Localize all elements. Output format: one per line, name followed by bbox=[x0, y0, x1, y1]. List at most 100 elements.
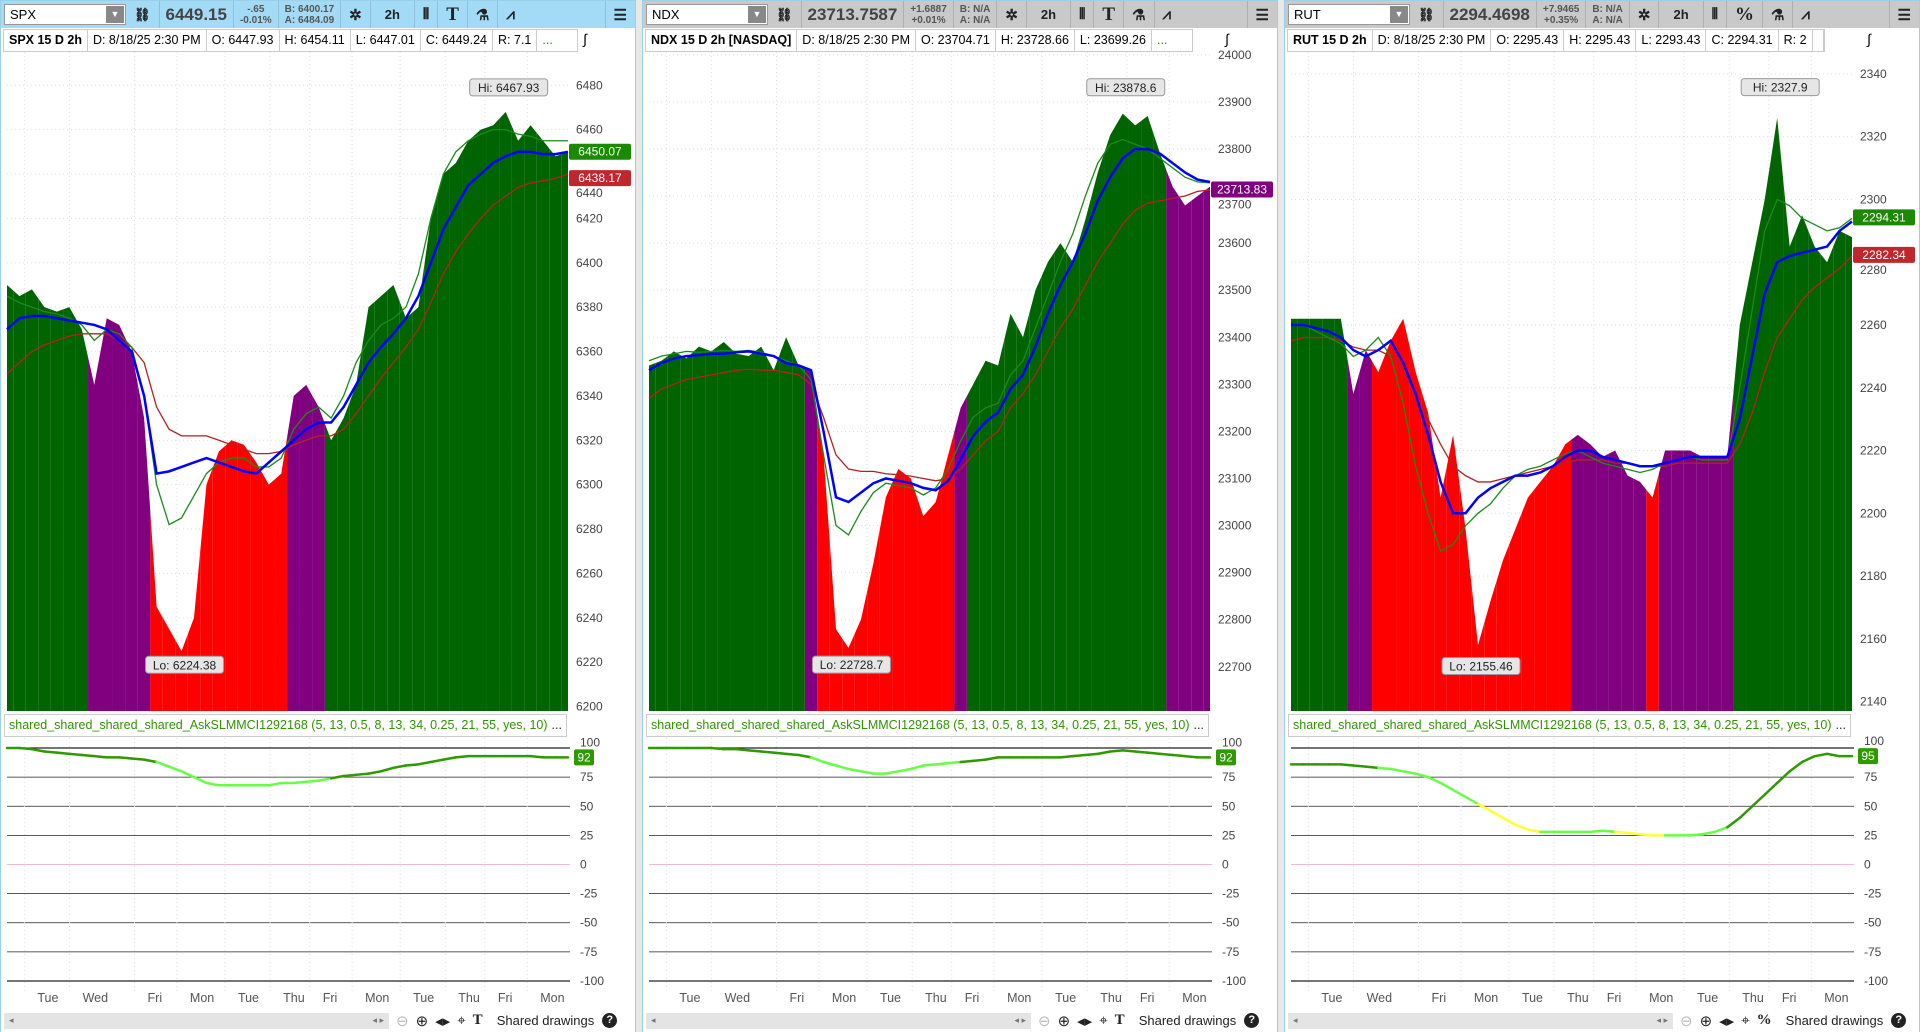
indicator-menu[interactable]: ... bbox=[1835, 718, 1846, 732]
shared-drawings-button[interactable]: Shared drawings bbox=[1785, 1013, 1884, 1028]
ohlc-field[interactable]: ... bbox=[1156, 33, 1168, 47]
indicator-chart[interactable]: 100 75 50 25 0 -25 -50 -75 -100 92 bbox=[1, 735, 637, 991]
indicator-line-segment bbox=[735, 747, 750, 752]
bottom-bar: ◂ ◂ ▸ ⊖ ⊕ ◂▸ ⌖ T Shared drawings ? bbox=[643, 1009, 1277, 1032]
flask-icon[interactable]: ⚗ bbox=[1123, 1, 1153, 28]
pan-icon[interactable]: ◂▸ bbox=[1719, 1012, 1735, 1030]
chevron-down-icon[interactable]: ▼ bbox=[106, 6, 124, 23]
scroll-arrows-icon[interactable]: ◂ ▸ bbox=[372, 1015, 384, 1025]
price-area-bar bbox=[399, 301, 413, 711]
timeframe-button[interactable]: 2h bbox=[369, 1, 414, 28]
help-icon[interactable]: ? bbox=[1244, 1013, 1260, 1028]
scroll-left-icon[interactable]: ◂ bbox=[9, 1015, 14, 1025]
indicator-label[interactable]: shared_shared_shared_shared_AskSLMMCI129… bbox=[4, 714, 567, 737]
symbol-input[interactable]: NDX ▼ bbox=[646, 4, 768, 25]
price-area-bar bbox=[7, 284, 14, 711]
chevron-down-icon[interactable]: ▼ bbox=[748, 6, 766, 23]
link-icon[interactable]: ⛓ bbox=[776, 6, 793, 22]
indicator-chart[interactable]: 100 75 50 25 0 -25 -50 -75 -100 92 bbox=[643, 735, 1279, 991]
timeframe-button[interactable]: 2h bbox=[1025, 1, 1070, 28]
price-area-bar bbox=[1708, 456, 1722, 711]
crosshair-icon[interactable]: ⌖ bbox=[457, 1012, 466, 1029]
scroll-left-icon[interactable]: ◂ bbox=[651, 1015, 656, 1025]
indicator-menu[interactable]: ... bbox=[551, 718, 562, 732]
symbol-input[interactable]: SPX ▼ bbox=[4, 4, 126, 25]
pan-icon[interactable]: ◂▸ bbox=[435, 1012, 451, 1030]
drawing-tools-icon[interactable]: ⩘ bbox=[1792, 1, 1817, 28]
scroll-arrows-icon[interactable]: ◂ ▸ bbox=[1014, 1015, 1026, 1025]
ohlc-field[interactable]: ... bbox=[542, 33, 553, 47]
price-area-bar bbox=[1646, 474, 1659, 711]
zoom-in-icon[interactable]: ⊕ bbox=[415, 1012, 429, 1030]
zoom-in-icon[interactable]: ⊕ bbox=[1699, 1012, 1713, 1030]
horizontal-scrollbar[interactable]: ◂ ◂ ▸ bbox=[1288, 1012, 1673, 1029]
drawing-tools-icon[interactable]: ⩘ bbox=[1153, 1, 1179, 28]
price-area-bar bbox=[112, 321, 126, 711]
price-area-bar bbox=[966, 372, 980, 711]
price-area-bar bbox=[892, 469, 905, 711]
candlestick-icon[interactable]: ⫴ bbox=[1702, 1, 1726, 28]
flask-icon[interactable]: ⚗ bbox=[466, 1, 497, 28]
chevron-down-icon[interactable]: ▼ bbox=[1390, 6, 1408, 23]
help-icon[interactable]: ? bbox=[602, 1013, 618, 1028]
indicator-menu[interactable]: ... bbox=[1193, 718, 1204, 732]
moving-average-blue bbox=[6, 150, 569, 476]
candlestick-icon[interactable]: ⫴ bbox=[413, 1, 437, 28]
scroll-arrows-icon[interactable]: ◂ ▸ bbox=[1656, 1015, 1668, 1025]
zoom-out-icon[interactable]: ⊖ bbox=[396, 1012, 409, 1030]
indicator-axis-label: 0 bbox=[1864, 858, 1871, 872]
indicator-label[interactable]: shared_shared_shared_shared_AskSLMMCI129… bbox=[646, 714, 1209, 737]
studies-icon[interactable]: ∫ bbox=[583, 31, 587, 47]
zoom-in-icon[interactable]: ⊕ bbox=[1057, 1012, 1071, 1030]
net-change: -.65 -0.01% bbox=[232, 1, 278, 28]
crosshair-icon[interactable]: ⌖ bbox=[1741, 1012, 1750, 1029]
crosshair-icon[interactable]: ⌖ bbox=[1099, 1012, 1108, 1029]
shared-drawings-button[interactable]: Shared drawings bbox=[1138, 1013, 1237, 1028]
change-percent: +0.01% bbox=[911, 14, 946, 26]
text-icon[interactable]: T bbox=[472, 1012, 483, 1028]
text-icon[interactable]: T bbox=[1093, 1, 1123, 28]
price-axis-label: 22800 bbox=[1218, 613, 1252, 627]
list-icon[interactable]: ☰ bbox=[1888, 1, 1919, 28]
indicator-line-segment bbox=[1738, 805, 1754, 820]
price-chart[interactable]: 2340 2320 2300 2280 2260 2240 2220 2200 2180 2160… bbox=[1285, 52, 1920, 712]
text-icon[interactable]: T bbox=[1114, 1012, 1125, 1028]
candlestick-icon[interactable]: ⫴ bbox=[1070, 1, 1093, 28]
symbol-input[interactable]: RUT ▼ bbox=[1288, 4, 1410, 25]
list-icon[interactable]: ☰ bbox=[604, 1, 635, 28]
shared-drawings-button[interactable]: Shared drawings bbox=[496, 1013, 595, 1028]
price-chart[interactable]: 24000 23900 23800 23700 23600 23500 23400 23300… bbox=[643, 48, 1279, 712]
text-icon[interactable]: T bbox=[437, 1, 467, 28]
studies-icon[interactable]: ∫ bbox=[1225, 31, 1229, 47]
percent-icon[interactable]: % bbox=[1756, 1012, 1772, 1028]
price-axis-label: 6440 bbox=[576, 186, 603, 200]
indicator-axis-label: 0 bbox=[1222, 858, 1229, 872]
indicator-label[interactable]: shared_shared_shared_shared_AskSLMMCI129… bbox=[1288, 714, 1851, 737]
percent-icon[interactable]: % bbox=[1725, 1, 1762, 28]
link-icon[interactable]: ⛓ bbox=[134, 6, 151, 22]
indicator-axis-label: -75 bbox=[580, 945, 598, 959]
drawing-tools-icon[interactable]: ⩘ bbox=[497, 1, 522, 28]
indicator-line-segment bbox=[1389, 767, 1405, 773]
zoom-out-icon[interactable]: ⊖ bbox=[1680, 1012, 1693, 1030]
price-chart[interactable]: 6480 6460 6440 6420 6400 6380 6360 6340 6320 6300… bbox=[1, 52, 637, 714]
gear-icon[interactable]: ✲ bbox=[996, 1, 1026, 28]
horizontal-scrollbar[interactable]: ◂ ◂ ▸ bbox=[4, 1012, 389, 1029]
price-area-bar bbox=[1746, 230, 1759, 711]
scroll-left-icon[interactable]: ◂ bbox=[1293, 1015, 1298, 1025]
studies-icon[interactable]: ∫ bbox=[1867, 31, 1871, 47]
zoom-out-icon[interactable]: ⊖ bbox=[1038, 1012, 1051, 1030]
timeframe-button[interactable]: 2h bbox=[1658, 1, 1702, 28]
link-icon[interactable]: ⛓ bbox=[1418, 6, 1435, 22]
price-area-bar bbox=[337, 401, 350, 711]
pan-icon[interactable]: ◂▸ bbox=[1077, 1012, 1093, 1030]
flask-icon[interactable]: ⚗ bbox=[1761, 1, 1792, 28]
indicator-chart[interactable]: 100 75 50 25 0 -25 -50 -75 -100 95 bbox=[1285, 734, 1920, 991]
x-axis-label: Fri bbox=[789, 991, 805, 1005]
price-axis-label: 6480 bbox=[576, 78, 603, 92]
gear-icon[interactable]: ✲ bbox=[1628, 1, 1659, 28]
horizontal-scrollbar[interactable]: ◂ ◂ ▸ bbox=[646, 1012, 1031, 1029]
list-icon[interactable]: ☰ bbox=[1246, 1, 1277, 28]
gear-icon[interactable]: ✲ bbox=[340, 1, 370, 28]
help-icon[interactable]: ? bbox=[1891, 1013, 1907, 1028]
